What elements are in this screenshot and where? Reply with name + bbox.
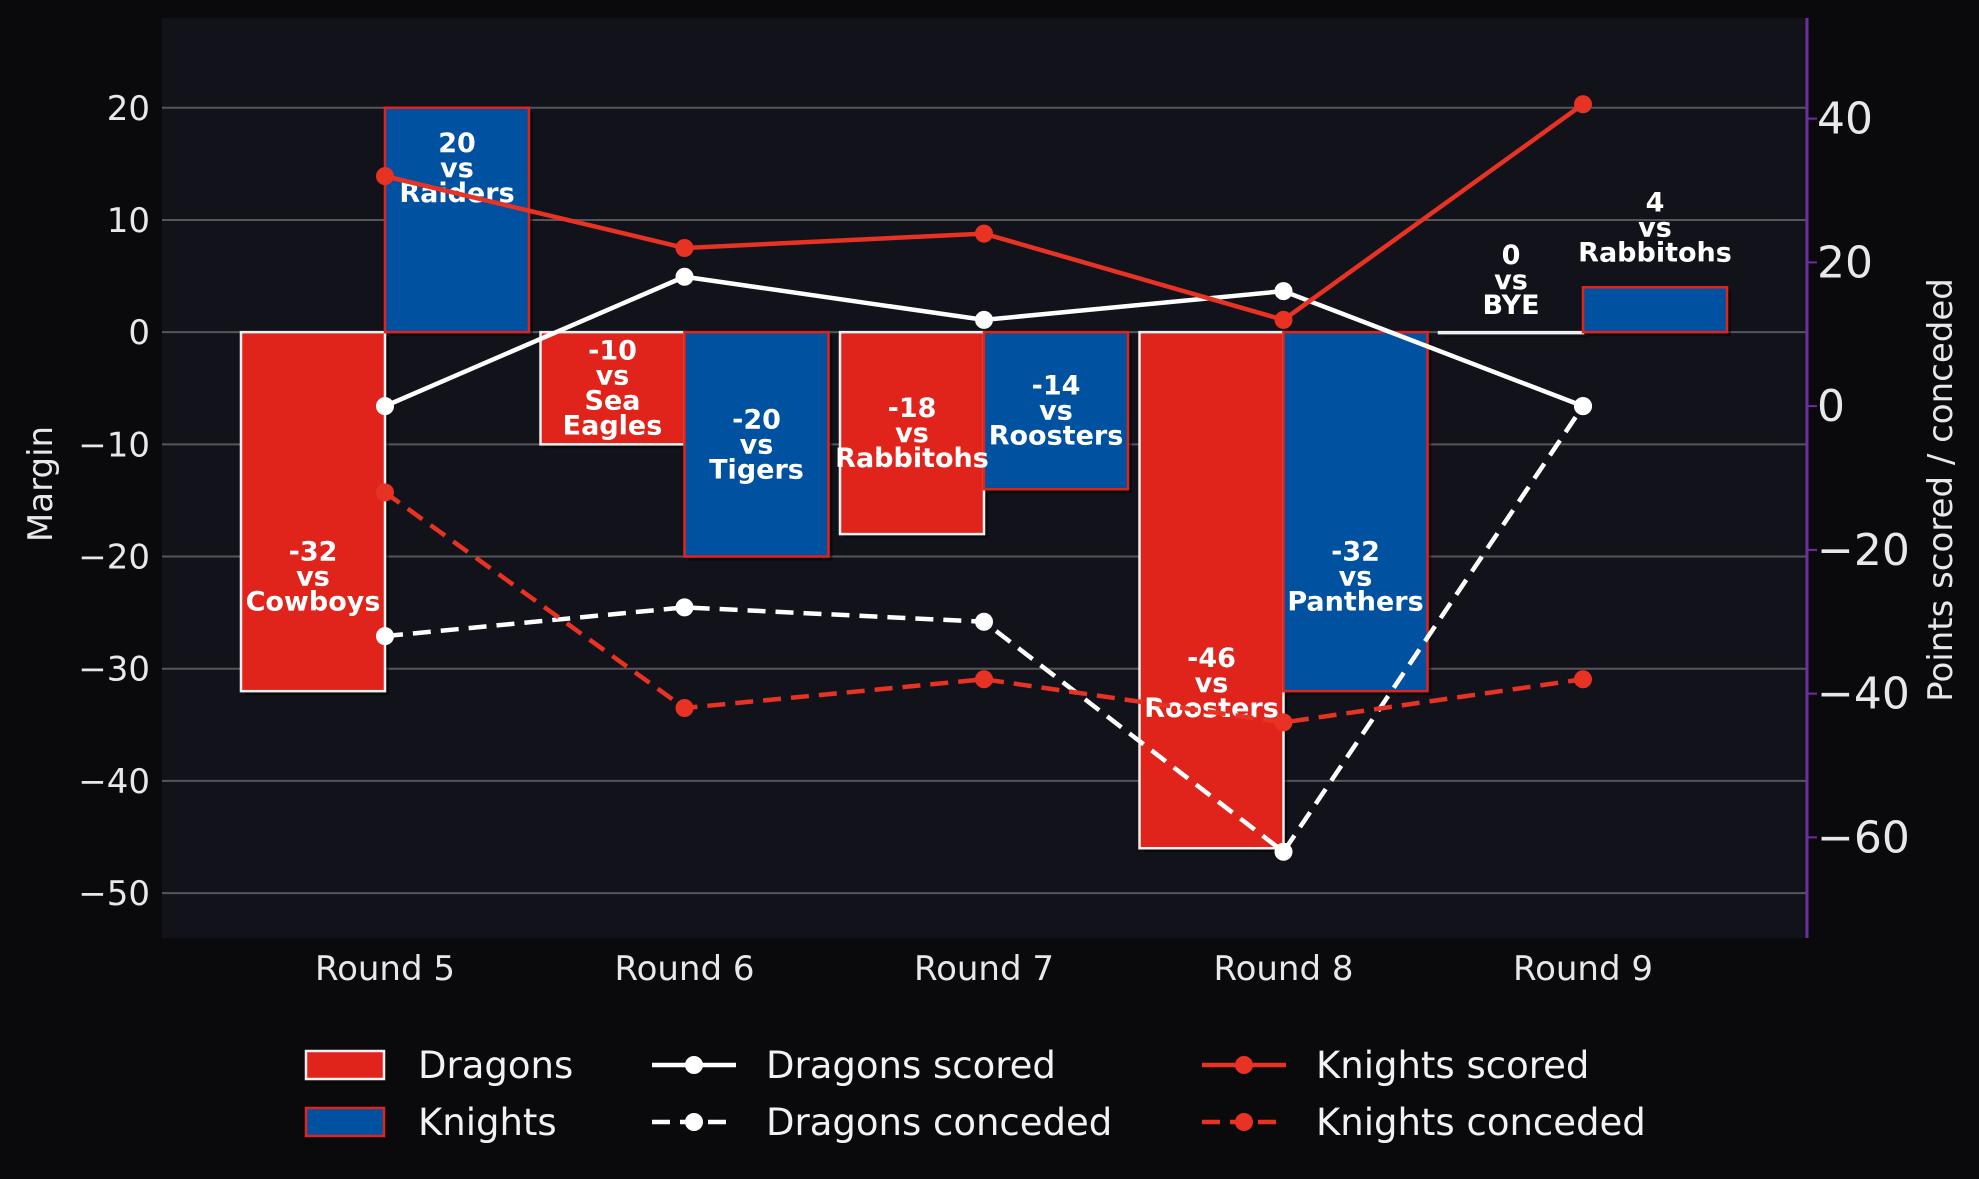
legend-label-knights-conceded: Knights conceded <box>1316 1101 1646 1144</box>
point-knights-scored-0 <box>376 167 394 186</box>
x-tick-label-0: Round 5 <box>315 949 455 989</box>
bar-label-dragons-3-line0: -46 <box>1187 643 1236 674</box>
bar-label-knights-1-line2: Tigers <box>709 454 804 485</box>
bar-label-dragons-0-line0: -32 <box>289 536 338 567</box>
bar-label-knights-2-line2: Roosters <box>989 421 1124 452</box>
bar-label-dragons-3-line2: Roosters <box>1144 693 1279 724</box>
bar-knights-3 <box>1282 330 1429 693</box>
bar-dragons-1 <box>539 330 686 446</box>
x-tick-label-4: Round 9 <box>1513 949 1653 989</box>
bar-shadow-dragons-4 <box>1443 336 1587 338</box>
legend-label-knights-scored: Knights scored <box>1316 1044 1589 1087</box>
bar-label-knights-4-line0: 4 <box>1646 187 1665 218</box>
y-tick-label-6: −40 <box>78 762 150 802</box>
x-tick-label-1: Round 6 <box>614 949 754 989</box>
y2-axis-title: Points scored / conceded <box>1921 278 1961 702</box>
bar-label-dragons-1-line3: Eagles <box>563 411 663 442</box>
y-tick-label-3: −10 <box>78 425 150 465</box>
point-dragons-scored-2 <box>975 310 993 329</box>
x-tick-label-2: Round 7 <box>914 949 1054 989</box>
y-tick-label-4: −20 <box>78 538 150 578</box>
point-knights-conceded-2 <box>975 670 993 689</box>
point-knights-scored-2 <box>975 224 993 243</box>
bar-label-dragons-4-line2: BYE <box>1482 290 1539 321</box>
legend-label-dragons-scored: Dragons scored <box>766 1044 1056 1087</box>
y-tick-label-0: 20 <box>107 89 150 129</box>
legend-marker-knights-conceded <box>1235 1113 1253 1131</box>
legend-label-dragons: Dragons <box>418 1044 573 1087</box>
y-tick-label-1: 10 <box>107 201 150 241</box>
bar-label-knights-4-line2: Rabbitohs <box>1578 237 1732 268</box>
bar-label-dragons-0-line2: Cowboys <box>246 586 381 617</box>
bar-label-dragons-2-line0: -18 <box>888 393 937 424</box>
legend-marker-dragons-scored <box>685 1056 703 1074</box>
bar-label-knights-2-line0: -14 <box>1032 371 1081 402</box>
bar-label-knights-1-line1: vs <box>740 429 774 460</box>
line-knights-conceded <box>383 490 1584 725</box>
point-knights-conceded-3 <box>1274 713 1293 732</box>
point-knights-scored-3 <box>1274 310 1293 329</box>
y-axis-title: Margin <box>21 426 61 542</box>
bar-knights-4 <box>1581 286 1729 334</box>
bar-dragons-4 <box>1437 330 1585 335</box>
y2-tick-label-4: −40 <box>1817 669 1910 720</box>
point-knights-conceded-0 <box>376 483 394 502</box>
point-dragons-conceded-3 <box>1274 842 1293 861</box>
legend-swatch-dragons <box>304 1049 386 1081</box>
bar-label-knights-2-line1: vs <box>1039 396 1073 427</box>
bar-label-dragons-1-line1: vs <box>596 361 630 392</box>
point-dragons-scored-0 <box>376 397 394 416</box>
x-tick-label-3: Round 8 <box>1213 949 1353 989</box>
bar-label-knights-0-line0: 20 <box>438 128 476 159</box>
bar-label-knights-4-line1: vs <box>1638 212 1672 243</box>
point-dragons-conceded-1 <box>675 598 694 617</box>
y-tick-label-5: −30 <box>78 650 150 690</box>
y-tick-label-7: −50 <box>78 874 150 914</box>
point-knights-scored-1 <box>675 239 694 257</box>
legend-label-knights: Knights <box>418 1101 557 1144</box>
bar-label-dragons-2-line2: Rabbitohs <box>835 443 989 474</box>
y2-tick-label-3: −20 <box>1817 525 1910 576</box>
bar-label-dragons-3-line1: vs <box>1195 668 1229 699</box>
y2-tick-label-0: 40 <box>1817 94 1873 145</box>
legend-marker-knights-scored <box>1235 1056 1253 1074</box>
y2-tick-label-2: 0 <box>1817 381 1845 432</box>
bar-label-dragons-4-line1: vs <box>1494 265 1528 296</box>
y-tick-label-2: 0 <box>128 313 150 353</box>
point-dragons-conceded-0 <box>376 627 394 646</box>
legend-marker-dragons-conceded <box>685 1113 703 1131</box>
point-dragons-conceded-4 <box>1574 397 1592 416</box>
point-knights-scored-4 <box>1574 95 1592 114</box>
point-knights-conceded-1 <box>675 699 694 717</box>
bar-label-dragons-2-line1: vs <box>895 418 929 449</box>
bar-label-dragons-0-line1: vs <box>296 561 330 592</box>
legend-label-dragons-conceded: Dragons conceded <box>766 1101 1112 1144</box>
bar-label-dragons-1-line2: Sea <box>585 386 641 417</box>
bar-label-knights-3-line2: Panthers <box>1287 586 1423 617</box>
y2-tick-label-5: −60 <box>1817 812 1910 863</box>
y2-tick-label-1: 20 <box>1817 237 1873 288</box>
bar-knights-2 <box>982 330 1130 491</box>
bar-knights-0 <box>383 106 531 334</box>
bar-label-dragons-4-line0: 0 <box>1502 240 1521 271</box>
legend-swatch-knights <box>304 1106 386 1138</box>
bar-label-knights-0-line1: vs <box>440 153 474 184</box>
point-dragons-scored-1 <box>675 267 694 286</box>
point-dragons-conceded-2 <box>975 612 993 631</box>
bar-label-knights-3-line0: -32 <box>1331 536 1380 567</box>
bar-dragons-0 <box>239 330 387 693</box>
bar-dragons-3 <box>1138 330 1285 850</box>
bar-knights-1 <box>683 330 830 558</box>
bar-label-knights-3-line1: vs <box>1339 561 1373 592</box>
point-dragons-scored-3 <box>1274 282 1293 301</box>
point-knights-conceded-4 <box>1574 670 1592 689</box>
bar-label-knights-1-line0: -20 <box>732 404 781 435</box>
bar-label-dragons-1-line0: -10 <box>588 336 637 367</box>
